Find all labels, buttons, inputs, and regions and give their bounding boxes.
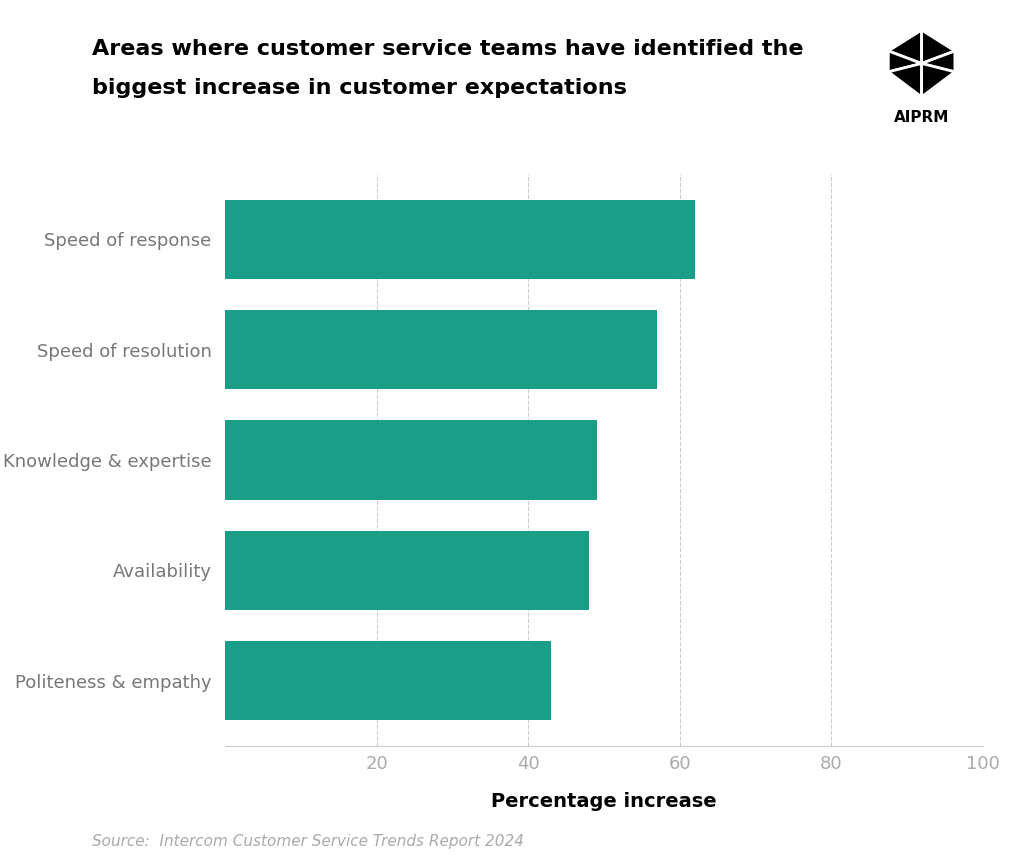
Polygon shape	[922, 30, 954, 63]
Polygon shape	[922, 51, 954, 72]
Text: Areas where customer service teams have identified the: Areas where customer service teams have …	[92, 39, 804, 59]
Text: biggest increase in customer expectations: biggest increase in customer expectation…	[92, 78, 627, 98]
X-axis label: Percentage increase: Percentage increase	[492, 792, 717, 812]
Bar	[225, 530, 589, 610]
Text: AIPRM: AIPRM	[894, 110, 949, 125]
Bar	[225, 310, 657, 390]
Bar	[225, 200, 695, 279]
Text: Source:  Intercom Customer Service Trends Report 2024: Source: Intercom Customer Service Trends…	[92, 834, 524, 849]
Polygon shape	[922, 63, 954, 97]
Bar	[225, 420, 597, 500]
Bar	[225, 641, 551, 720]
Polygon shape	[888, 63, 922, 97]
Polygon shape	[888, 51, 922, 72]
Polygon shape	[888, 30, 922, 63]
